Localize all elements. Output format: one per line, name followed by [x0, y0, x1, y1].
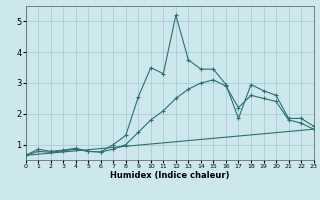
- X-axis label: Humidex (Indice chaleur): Humidex (Indice chaleur): [110, 171, 229, 180]
